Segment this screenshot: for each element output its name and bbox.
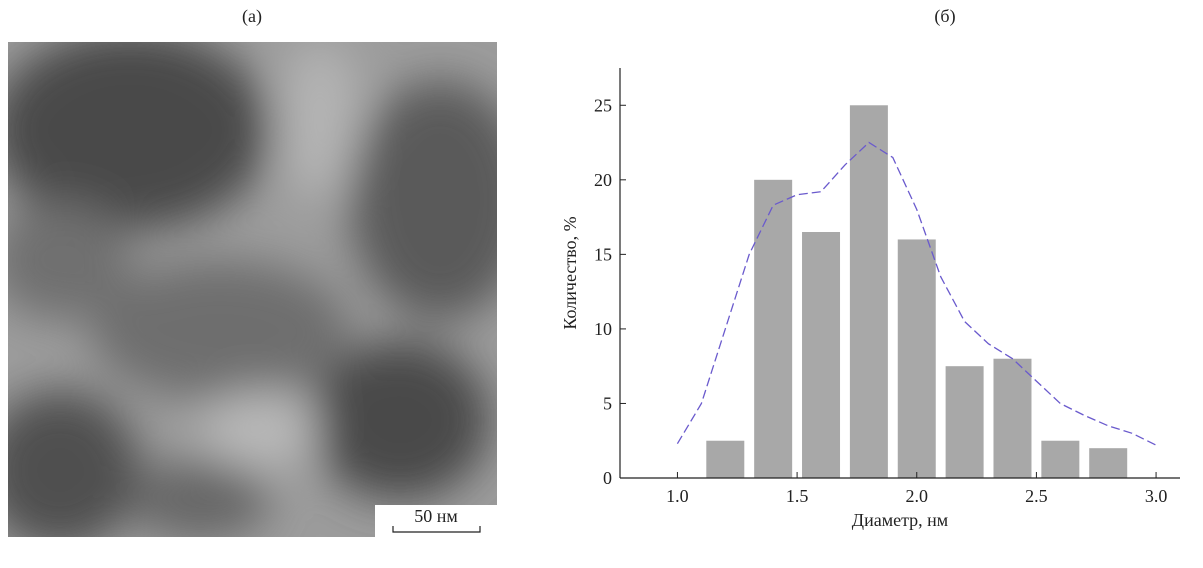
bar bbox=[945, 366, 984, 478]
bar bbox=[706, 440, 745, 478]
bar bbox=[1089, 448, 1128, 478]
x-tick-label: 2.0 bbox=[906, 486, 929, 506]
panel-label: (а) bbox=[242, 6, 262, 27]
x-tick-label: 1.5 bbox=[786, 486, 809, 506]
bar bbox=[897, 239, 936, 478]
fit-curve bbox=[676, 141, 1157, 446]
scale-bar bbox=[392, 526, 481, 533]
y-tick-label: 0 bbox=[603, 468, 612, 488]
y-tick-label: 25 bbox=[594, 95, 612, 115]
x-tick-label: 3.0 bbox=[1145, 486, 1168, 506]
y-tick-label: 10 bbox=[594, 319, 612, 339]
micrograph bbox=[8, 42, 497, 537]
x-tick-label: 1.0 bbox=[666, 486, 689, 506]
x-axis-title: Диаметр, нм bbox=[852, 510, 948, 530]
y-tick-label: 5 bbox=[603, 393, 612, 413]
bar bbox=[849, 105, 888, 478]
bar bbox=[802, 232, 841, 478]
x-tick-label: 2.5 bbox=[1025, 486, 1048, 506]
bar bbox=[1041, 440, 1080, 478]
scale-bar-label: 50 нм bbox=[414, 506, 458, 526]
bar bbox=[754, 179, 793, 478]
panel-label: (б) bbox=[934, 6, 955, 27]
y-tick-label: 20 bbox=[594, 170, 612, 190]
y-axis-title: Количество, % bbox=[560, 216, 580, 329]
bar bbox=[993, 358, 1032, 478]
y-tick-label: 15 bbox=[594, 244, 612, 264]
